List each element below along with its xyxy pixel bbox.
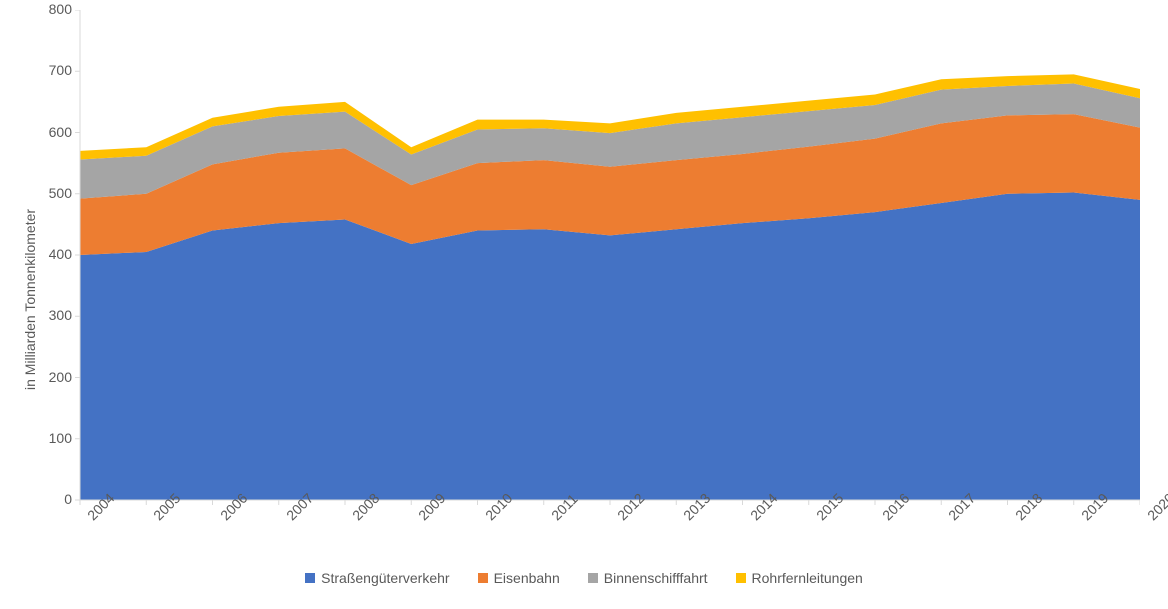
y-tick-label: 700 — [40, 62, 72, 78]
legend-swatch — [305, 573, 315, 583]
legend-item: Binnenschifffahrt — [588, 570, 708, 586]
y-axis-label: in Milliarden Tonnenkilometer — [22, 209, 38, 390]
legend-item: Eisenbahn — [478, 570, 560, 586]
legend-swatch — [736, 573, 746, 583]
freight-transport-chart: in Milliarden Tonnenkilometer 0 100 200 300… — [0, 0, 1168, 609]
legend-label: Eisenbahn — [494, 570, 560, 586]
y-tick-label: 500 — [40, 185, 72, 201]
y-tick-label: 300 — [40, 307, 72, 323]
legend: Straßengüterverkehr Eisenbahn Binnenschiff… — [0, 570, 1168, 586]
legend-label: Binnenschifffahrt — [604, 570, 708, 586]
y-tick-label: 200 — [40, 369, 72, 385]
y-tick-label: 100 — [40, 430, 72, 446]
y-tick-label: 600 — [40, 124, 72, 140]
legend-item: Straßengüterverkehr — [305, 570, 449, 586]
legend-label: Straßengüterverkehr — [321, 570, 449, 586]
plot-area — [75, 10, 1140, 507]
y-tick-label: 400 — [40, 246, 72, 262]
y-tick-label: 800 — [40, 1, 72, 17]
legend-swatch — [478, 573, 488, 583]
x-tick-label: 2020 — [1144, 490, 1168, 523]
y-tick-label: 0 — [40, 491, 72, 507]
legend-item: Rohrfernleitungen — [736, 570, 863, 586]
area-strasse — [80, 193, 1140, 500]
legend-swatch — [588, 573, 598, 583]
legend-label: Rohrfernleitungen — [752, 570, 863, 586]
